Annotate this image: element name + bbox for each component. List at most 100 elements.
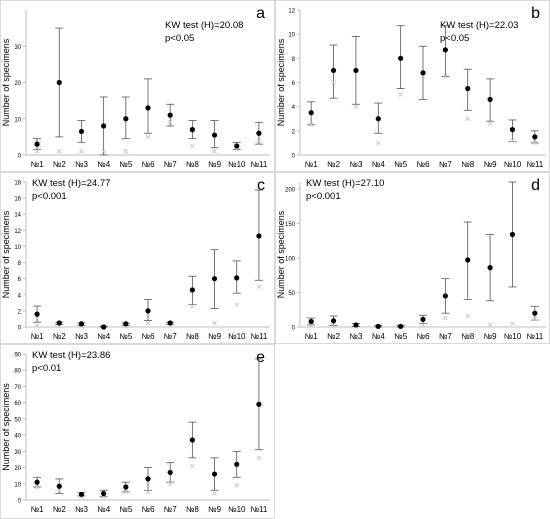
x-tick-label: №3: [75, 160, 89, 169]
secondary-marker: [532, 316, 538, 322]
panel-label: b: [531, 5, 540, 22]
y-tick-label: 0: [18, 154, 22, 160]
y-tick-label: 10: [14, 117, 21, 123]
data-point: [420, 70, 426, 76]
data-point: [353, 67, 359, 74]
y-tick-label: 0: [292, 154, 296, 160]
data-point: [123, 116, 129, 122]
x-tick-label: №6: [416, 160, 430, 169]
stat-p-text: p<0.001: [32, 191, 67, 202]
data-point: [375, 116, 381, 122]
data-point: [487, 265, 493, 271]
y-tick-label: 50: [288, 291, 295, 297]
data-point: [167, 469, 173, 476]
x-tick-label: №6: [141, 505, 155, 514]
data-point: [123, 321, 129, 327]
y-axis-label: Number of specimens: [276, 210, 286, 298]
secondary-marker: [190, 463, 195, 469]
secondary-marker: [331, 80, 336, 85]
y-tick-label: 2: [292, 129, 296, 135]
secondary-marker: [167, 481, 173, 487]
x-tick-label: №1: [31, 332, 45, 341]
x-tick-label: №10: [228, 160, 246, 169]
y-tick-label: 6: [292, 81, 296, 87]
y-tick-label: 60: [14, 401, 21, 407]
secondary-marker: [465, 313, 471, 319]
data-point: [532, 134, 538, 140]
data-point: [123, 484, 129, 490]
panel-label: c: [257, 177, 265, 194]
y-tick-label: 20: [14, 81, 21, 87]
data-point: [101, 490, 107, 497]
secondary-marker: [123, 149, 129, 154]
secondary-marker: [398, 92, 403, 97]
x-tick-label: №11: [250, 160, 267, 169]
data-point: [256, 130, 262, 136]
data-point: [211, 132, 218, 138]
x-tick-label: №10: [228, 505, 246, 514]
data-point: [398, 323, 404, 329]
stat-p-text: p<0.05: [165, 33, 194, 44]
x-tick-label: №6: [141, 160, 155, 169]
secondary-marker: [443, 315, 448, 321]
secondary-marker: [79, 149, 84, 154]
stat-test-text: KW test (H)=20.08: [165, 20, 243, 31]
secondary-marker: [487, 121, 493, 126]
secondary-marker: [532, 140, 538, 146]
secondary-marker: [420, 322, 426, 328]
data-point: [256, 401, 262, 407]
x-tick-label: №5: [119, 332, 133, 341]
data-point: [34, 311, 40, 317]
x-tick-label: №8: [461, 160, 475, 169]
y-tick-label: 16: [14, 197, 21, 203]
data-point: [189, 127, 195, 133]
y-axis-label: Number of specimens: [1, 210, 11, 298]
x-tick-label: №6: [416, 332, 430, 341]
secondary-marker: [212, 320, 217, 326]
data-point: [167, 320, 173, 326]
secondary-marker: [212, 149, 217, 154]
y-tick-label: 2: [18, 309, 22, 315]
y-tick-label: 6: [18, 277, 22, 283]
x-tick-label: №8: [461, 332, 475, 341]
x-tick-label: №5: [394, 160, 408, 169]
x-tick-label: №1: [305, 160, 319, 169]
data-point: [330, 318, 337, 324]
y-tick-label: 200: [285, 187, 296, 193]
y-tick-label: 12: [288, 9, 295, 15]
data-point: [420, 316, 426, 323]
y-tick-label: 90: [14, 353, 21, 359]
chart-panel-c: 0 2 4 6 8 10 12 14 16 18 №1 №2 №3 №4 №5 №6 №7 №8 №9 №10 №11 N…: [0, 172, 275, 344]
x-tick-label: №3: [75, 505, 89, 514]
data-point: [487, 96, 493, 103]
data-point: [56, 320, 62, 326]
x-tick-label: №1: [305, 332, 319, 341]
data-point: [101, 123, 107, 129]
panel-label: e: [256, 349, 265, 366]
y-tick-label: 30: [14, 45, 21, 51]
x-tick-label: №10: [504, 332, 522, 341]
y-tick-label: 12: [14, 229, 21, 235]
data-point: [465, 85, 471, 92]
y-tick-label: 10: [14, 482, 21, 488]
secondary-marker: [308, 122, 314, 128]
secondary-marker: [308, 323, 314, 328]
x-tick-label: №5: [394, 332, 408, 341]
panel-label: d: [531, 177, 540, 194]
y-tick-label: 10: [14, 245, 21, 251]
data-point: [256, 233, 262, 239]
stat-test-text: KW test (H)=24.77: [32, 178, 110, 189]
secondary-marker: [34, 149, 40, 154]
data-point: [34, 479, 40, 485]
secondary-marker: [353, 104, 359, 110]
chart-panel-d: 0 50 100 150 200 №1 №2 №3 №4 №5 №6 №7 №8 №9 №10 №11 Numb…: [275, 172, 550, 344]
x-tick-label: №4: [97, 332, 111, 341]
data-point: [465, 257, 471, 263]
y-tick-label: 18: [14, 181, 21, 187]
stat-test-text: KW test (H)=27.10: [306, 178, 384, 189]
x-tick-label: №9: [208, 505, 222, 514]
secondary-marker: [101, 149, 106, 154]
x-tick-label: №5: [119, 505, 133, 514]
